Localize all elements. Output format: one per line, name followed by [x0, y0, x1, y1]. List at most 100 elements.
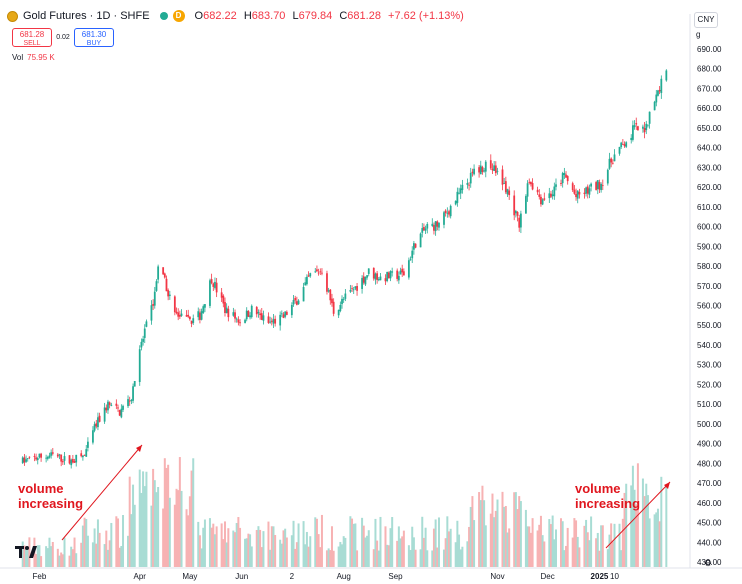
close-value: 681.28: [347, 10, 381, 22]
buy-button[interactable]: 681.30 BUY: [74, 28, 114, 47]
candle-body: [396, 270, 399, 279]
volume-bar: [648, 518, 651, 567]
volume-bar: [282, 530, 285, 567]
y-tick-label: 560.00: [697, 302, 722, 311]
volume-bar: [71, 549, 74, 567]
gear-icon[interactable]: ⚙: [704, 558, 713, 568]
volume-bar: [541, 535, 544, 567]
volume-bar: [426, 550, 429, 567]
candle-body: [561, 173, 564, 184]
volume-bar: [25, 549, 28, 567]
candle-body: [550, 193, 552, 197]
volume-bar: [656, 508, 659, 567]
volume-bar: [414, 549, 417, 567]
volume-bar: [606, 549, 609, 567]
candle-body: [611, 162, 614, 164]
volume-bar: [442, 549, 445, 567]
volume-bar: [456, 520, 459, 567]
candle-body: [177, 312, 180, 317]
volume-bars: [21, 457, 668, 567]
volume-bar: [302, 521, 305, 567]
volume-bar: [399, 538, 402, 567]
candle-body: [83, 454, 86, 456]
candle-body: [446, 212, 449, 214]
y-tick-label: 470.00: [697, 479, 722, 488]
candle-body: [306, 276, 308, 285]
tradingview-logo-icon[interactable]: [15, 545, 37, 561]
candle-body: [61, 461, 64, 463]
volume-bar: [269, 549, 272, 567]
spread-value: 0.02: [56, 34, 70, 41]
annotation-left: volume increasing: [18, 444, 143, 541]
candle-body: [657, 90, 659, 96]
candle-body: [337, 309, 340, 316]
volume-bar: [590, 516, 593, 567]
candle-body: [292, 299, 295, 305]
volume-bar: [496, 499, 499, 567]
volume-bar: [601, 525, 604, 567]
volume-bar: [320, 514, 323, 567]
volume-bar: [325, 550, 328, 567]
candle-body: [606, 169, 609, 184]
candle-body: [402, 271, 405, 276]
volume-bar: [342, 536, 345, 567]
candle-body: [199, 312, 201, 320]
candle-body: [80, 453, 83, 457]
candle-body: [361, 278, 363, 289]
candle-body: [262, 315, 265, 321]
volume-bar: [583, 525, 586, 567]
volume-bar: [598, 550, 601, 567]
candle-body: [431, 223, 434, 226]
candle-body: [45, 457, 48, 459]
volume-bar: [611, 541, 614, 567]
candle-body: [530, 181, 532, 185]
volume-bar: [140, 492, 143, 567]
volume-bar: [571, 537, 574, 567]
volume-bar: [561, 521, 564, 567]
sell-button[interactable]: 681.28 SELL: [12, 28, 52, 47]
candle-body: [220, 292, 223, 298]
volume-bar: [367, 530, 370, 567]
candle-body: [329, 289, 332, 301]
candle-body: [608, 158, 611, 169]
currency-selector[interactable]: CNY: [694, 12, 718, 28]
sell-label: SELL: [23, 40, 41, 47]
volume-bar: [354, 523, 357, 567]
x-tick-label: May: [182, 572, 197, 581]
volume-bar: [344, 537, 347, 567]
price-axis[interactable]: 690.00 680.00 670.00 660.00 650.00 640.00 630.…: [697, 45, 722, 567]
volume-bar: [145, 471, 148, 567]
candle-body: [433, 225, 435, 231]
candle-body: [469, 172, 472, 184]
candle-body: [81, 455, 84, 458]
y-tick-label: 650.00: [697, 124, 722, 133]
volume-bar: [518, 496, 521, 567]
volume-bar: [573, 518, 576, 567]
volume-bar: [436, 547, 439, 567]
volume-bar: [307, 546, 310, 567]
candle-body: [590, 183, 593, 187]
volume-bar: [646, 495, 649, 567]
buy-price: 681.30: [81, 30, 107, 39]
candle-body: [209, 280, 211, 306]
candle-body: [642, 126, 644, 129]
candle-body: [391, 271, 394, 273]
candle-body: [494, 165, 497, 174]
candle-body: [548, 193, 551, 199]
volume-bar: [372, 549, 375, 567]
high-value: 683.70: [251, 10, 286, 22]
y-tick-label: 530.00: [697, 361, 722, 370]
symbol-title[interactable]: Gold Futures · 1D · SHFE: [23, 10, 150, 22]
volume-bar: [143, 486, 146, 567]
volume-bar: [513, 492, 516, 567]
time-axis[interactable]: Feb Apr May Jun 2 Aug Sep Nov Dec 2025 10: [33, 572, 620, 581]
candle-body: [566, 176, 569, 182]
volume-bar: [138, 469, 141, 567]
volume-bar: [362, 525, 365, 567]
candle-body: [407, 260, 410, 278]
volume-bar: [180, 490, 183, 567]
volume-bar: [200, 548, 203, 567]
volume-bar: [489, 513, 492, 567]
low-value: 679.84: [298, 10, 333, 22]
